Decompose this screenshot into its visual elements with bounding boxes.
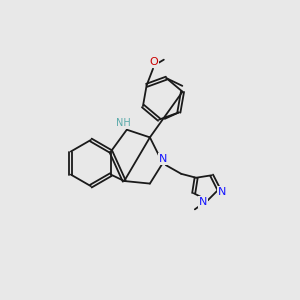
Text: O: O (149, 57, 158, 67)
Text: N: N (218, 187, 226, 197)
Text: N: N (158, 154, 167, 164)
Text: NH: NH (116, 118, 130, 128)
Text: N: N (199, 196, 207, 207)
